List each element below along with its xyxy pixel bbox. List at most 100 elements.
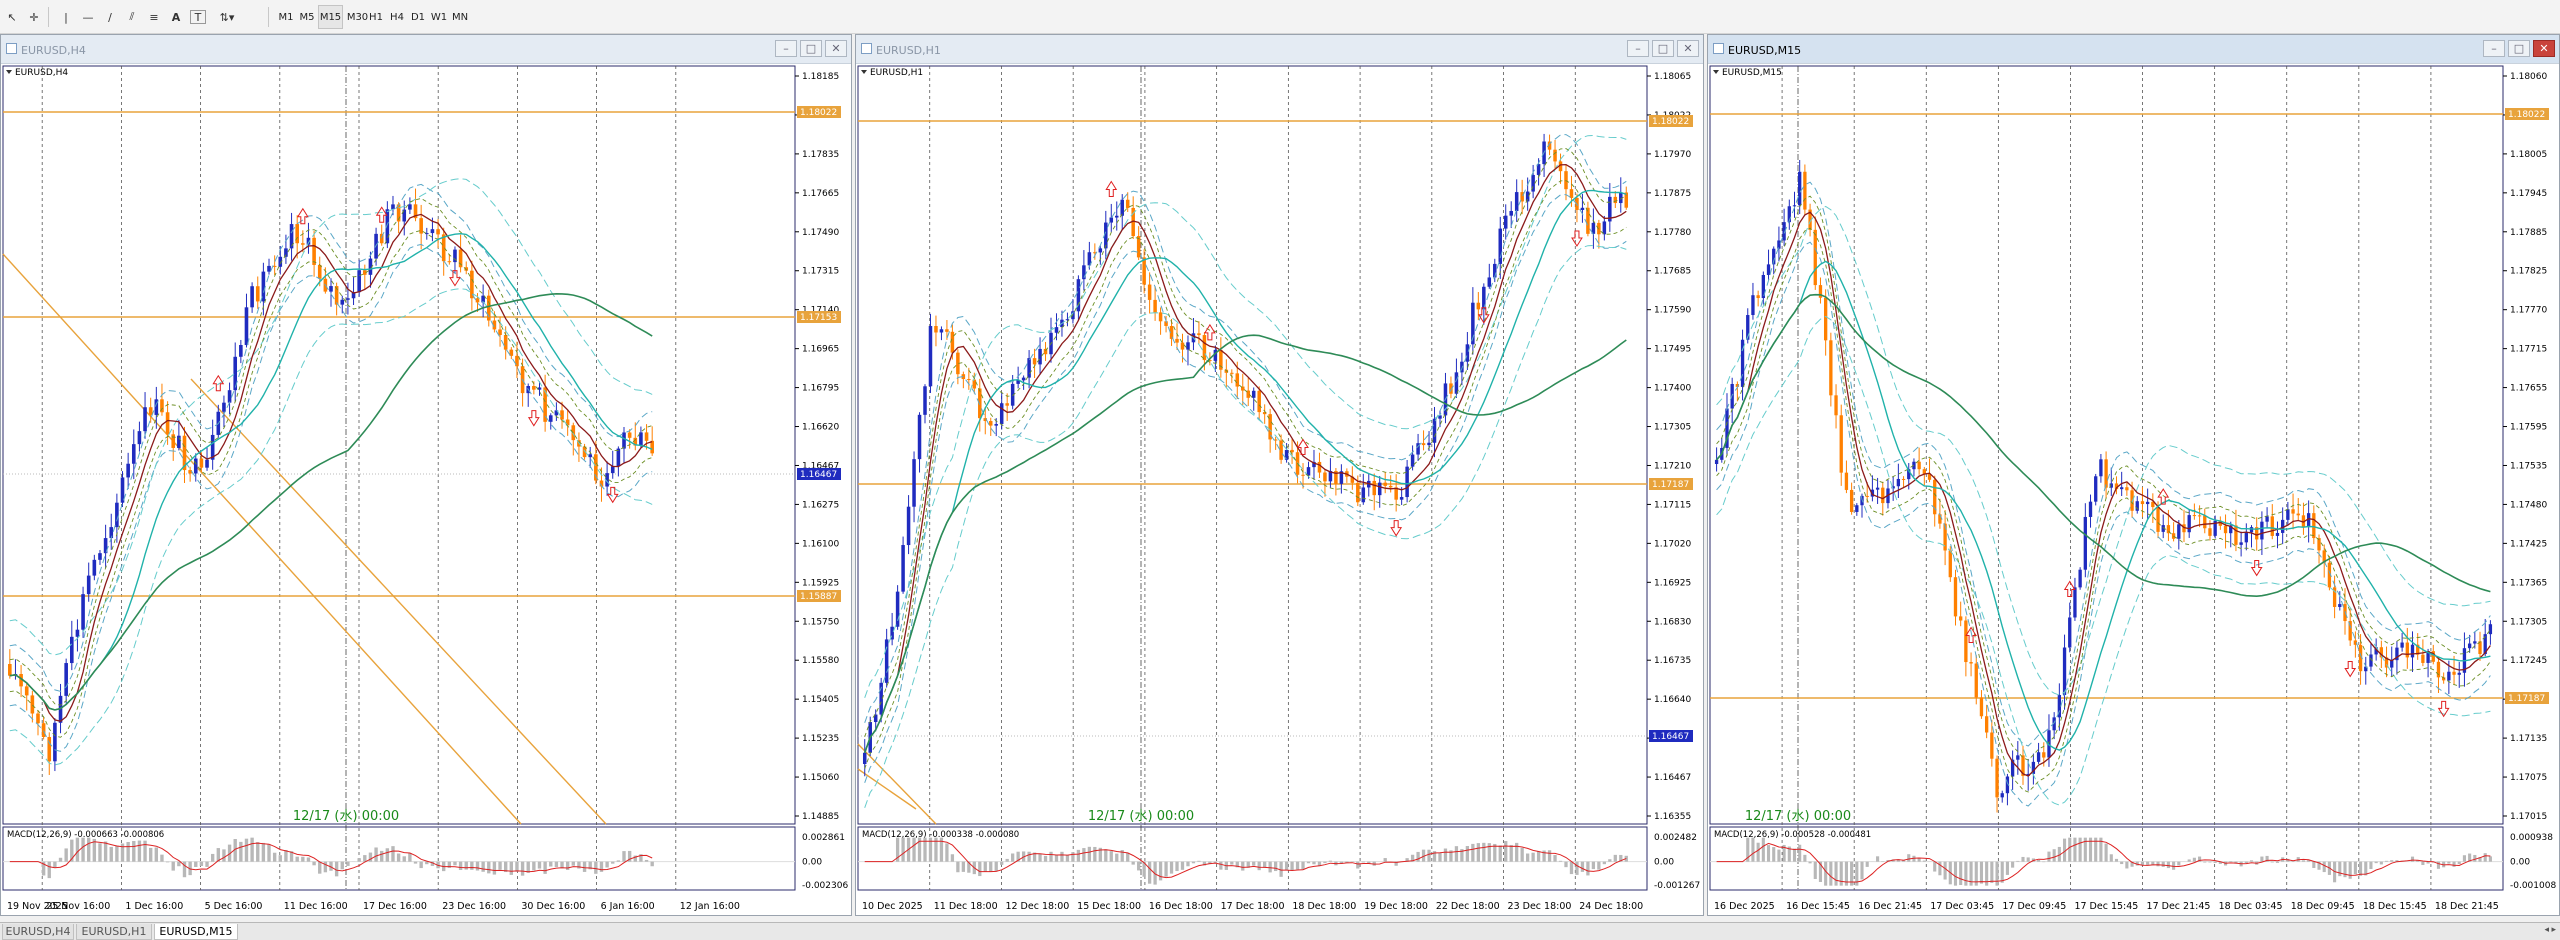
price-tick-label: 1.15580 [802,656,839,666]
window-titlebar[interactable]: EURUSD,M15 – □ ✕ [1708,35,2559,64]
minimize-button[interactable]: – [775,40,797,57]
tab-eurusd-h1[interactable]: EURUSD,H1 [76,924,152,940]
timeframe-m30-button[interactable]: M30 [346,11,369,23]
timeframe-m15-button[interactable]: M15 [318,5,343,29]
signal-arrow-icon [1105,180,1118,198]
channel-icon[interactable]: ⫽ [129,10,135,23]
signal-arrow-icon [2063,580,2076,597]
vertical-line-icon[interactable]: | [64,10,68,24]
arrows-tool-icon[interactable]: ⇅▾ [219,10,235,24]
signal-arrow-icon [527,410,540,427]
signal-arrow-icon [606,486,619,504]
price-tick-label: 1.16100 [802,539,839,549]
macd-axis-label: 0.00 [1654,858,1674,868]
fibonacci-icon[interactable]: ≡ [149,10,159,24]
price-tick-label: 1.16735 [1654,656,1691,666]
price-tick-label: 1.17875 [1654,189,1691,199]
horizontal-line-icon[interactable]: — [82,10,94,24]
chart-window-1[interactable]: EURUSD,H4 – □ ✕ EURUSD,H4 12/17 (水) 00:00 1.18… [0,34,852,916]
price-tick-label: 1.17825 [2510,267,2547,277]
price-chart-svg[interactable]: EURUSD,M15 12/17 (水) 00:00 1.18060 1.18022 1… [1708,64,2559,916]
maximize-button[interactable]: □ [2508,40,2530,57]
date-tick-label: 25 Nov 16:00 [46,901,110,912]
chart-window-2[interactable]: EURUSD,H1 – □ ✕ EURUSD,H1 12/17 (水) 00:00 1.18… [855,34,1704,916]
macd-axis-label: 0.000938 [2510,833,2553,843]
price-tick-label: 1.17425 [2510,539,2547,549]
close-button[interactable]: ✕ [825,40,847,57]
window-titlebar[interactable]: EURUSD,H1 – □ ✕ [856,35,1703,64]
chart-window-icon [6,43,17,54]
price-chart-svg[interactable]: EURUSD,H4 12/17 (水) 00:00 1.18185 1.18022 1.… [1,64,851,916]
date-tick-label: 24 Dec 18:00 [1579,901,1643,912]
macd-axis-label: -0.001267 [1654,881,1700,891]
timeframe-h1-button[interactable]: H1 [369,11,383,23]
text-label-icon[interactable]: T [190,10,206,24]
crosshair-tool-icon[interactable]: ✛ [29,10,39,24]
date-tick-label: 17 Dec 15:45 [2074,901,2138,912]
tab-eurusd-h4[interactable]: EURUSD,H4 [2,924,74,940]
date-tick-label: 12 Jan 16:00 [680,901,740,912]
minimize-button[interactable]: – [1627,40,1649,57]
text-tool-icon[interactable]: A [171,10,181,24]
close-button[interactable]: ✕ [1677,40,1699,57]
timeframe-d1-button[interactable]: D1 [410,11,426,23]
price-tick-label: 1.15925 [802,578,839,588]
price-chart-svg[interactable]: EURUSD,H1 12/17 (水) 00:00 1.18065 1.18022 1.… [856,64,1703,916]
price-tick-label: 1.17075 [2510,773,2547,783]
trendline-icon[interactable]: ∕ [108,10,112,24]
cursor-tool-icon[interactable]: ↖ [7,10,17,24]
timeframe-m5-button[interactable]: M5 [299,11,315,23]
window-titlebar[interactable]: EURUSD,H4 – □ ✕ [1,35,851,64]
signal-arrow-icon [1203,323,1216,341]
price-tick-label: 1.17685 [1654,267,1691,277]
price-tick-label: 1.16795 [802,384,839,394]
chart-area[interactable]: EURUSD,H4 12/17 (水) 00:00 1.18185 1.18022 1.… [1,64,851,915]
date-tick-label: 6 Jan 16:00 [601,901,655,912]
price-tick-label: 1.17400 [1654,384,1691,394]
date-tick-label: 16 Dec 21:45 [1858,901,1922,912]
price-tick-label: 1.17655 [2510,384,2547,394]
chart-menu-icon [861,70,867,74]
price-tick-label: 1.17490 [802,228,839,238]
chart-symbol-label: EURUSD,H4 [15,68,68,78]
price-tick-label: 1.16355 [1654,812,1691,822]
signal-arrow-icon [212,374,225,392]
date-tick-label: 17 Dec 18:00 [1221,901,1285,912]
price-tick-label: 1.17665 [802,189,839,199]
chart-window-3[interactable]: EURUSD,M15 – □ ✕ EURUSD,M15 12/17 (水) 00:00 1.… [1707,34,2560,916]
tab-scroll-icon[interactable]: ◂ ▸ [2544,924,2556,934]
timeframe-w1-button[interactable]: W1 [430,11,448,23]
minimize-button[interactable]: – [2483,40,2505,57]
price-tick-label: 1.16467 [1654,773,1691,783]
maximize-button[interactable]: □ [1652,40,1674,57]
date-tick-label: 19 Dec 18:00 [1364,901,1428,912]
date-tick-label: 16 Dec 18:00 [1149,901,1213,912]
price-tick-label: 1.15750 [802,617,839,627]
maximize-button[interactable]: □ [800,40,822,57]
price-tick-label: 1.17315 [802,267,839,277]
timeframe-mn-button[interactable]: MN [451,11,469,23]
timeframe-m1-button[interactable]: M1 [278,11,294,23]
timeframe-h4-button[interactable]: H4 [390,11,404,23]
chart-area[interactable]: EURUSD,H1 12/17 (水) 00:00 1.18065 1.18022 1.… [856,64,1703,915]
chart-tab-bar: EURUSD,H4 EURUSD,H1 EURUSD,M15 ◂ ▸ [0,922,2560,940]
price-tick-label: 1.17140 [802,306,839,316]
date-tick-label: 5 Dec 16:00 [205,901,263,912]
chart-menu-icon [6,70,12,74]
price-tick-label: 1.16965 [802,345,839,355]
macd-label: MACD(12,26,9) -0.000528 -0.000481 [1714,830,1871,840]
level-price-tag: 1.18022 [1652,117,1689,127]
date-tick-label: 11 Dec 18:00 [934,901,998,912]
close-button[interactable]: ✕ [2533,40,2555,57]
signal-arrow-icon [449,270,461,287]
signal-arrow-icon [2250,559,2263,577]
price-tick-label: 1.16467 [802,461,839,471]
date-tick-label: 17 Dec 21:45 [2147,901,2211,912]
date-tick-label: 19 Nov 2025 [7,901,68,912]
date-tick-label: 16 Dec 2025 [1714,901,1775,912]
macd-axis-label: 0.002861 [802,833,845,843]
tab-eurusd-m15[interactable]: EURUSD,M15 [154,924,238,940]
price-tick-label: 1.16830 [1654,617,1691,627]
signal-arrow-icon [2437,700,2450,718]
chart-area[interactable]: EURUSD,M15 12/17 (水) 00:00 1.18060 1.18022 1… [1708,64,2559,915]
